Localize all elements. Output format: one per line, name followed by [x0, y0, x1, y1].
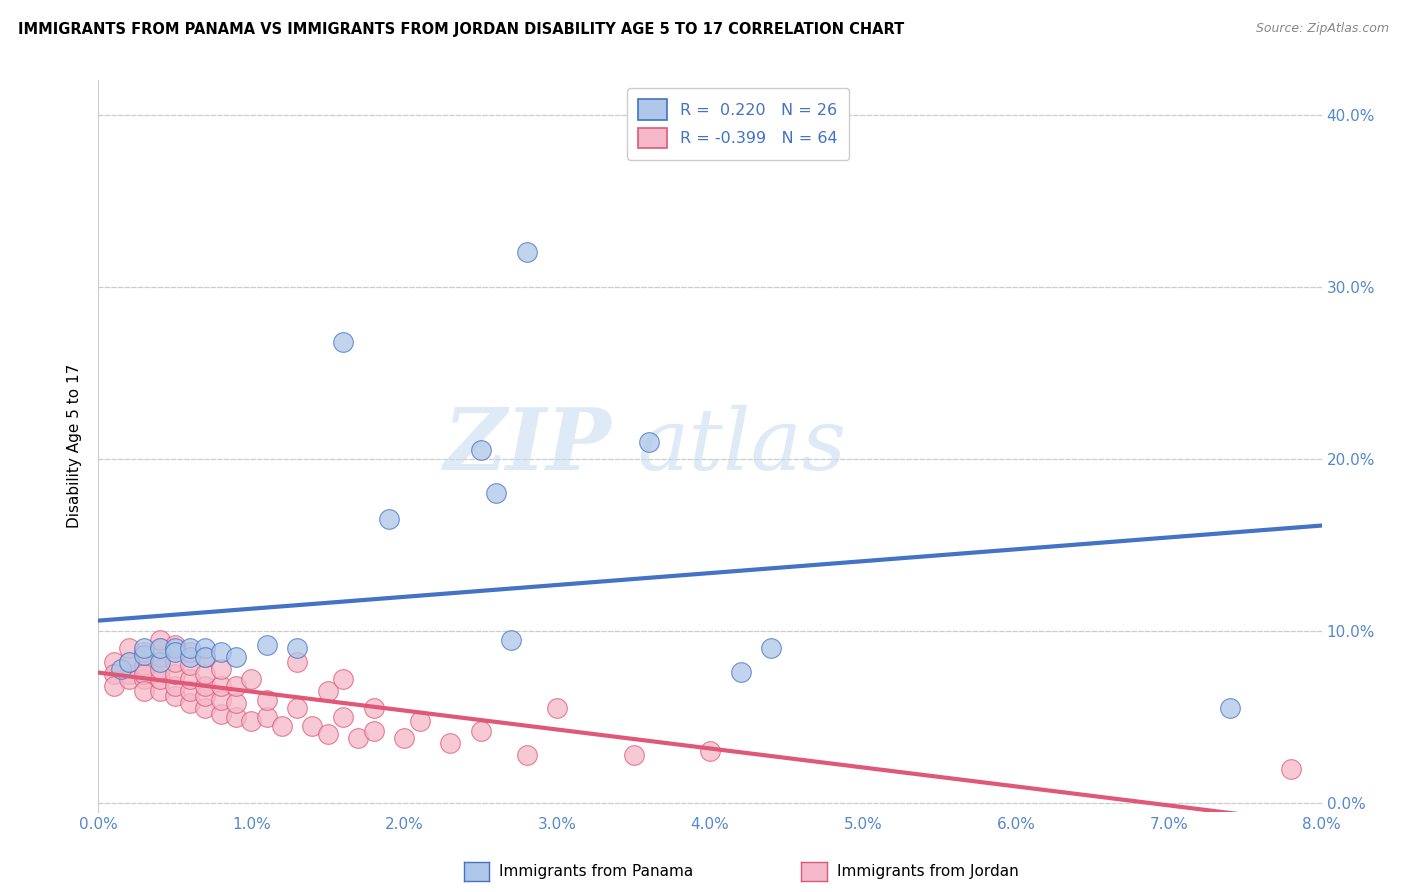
Point: [110, 662, 132, 676]
Point: [316, 727, 339, 741]
Point: [256, 693, 278, 707]
Point: [1219, 701, 1241, 715]
Point: [516, 747, 538, 762]
Y-axis label: Disability Age 5 to 17: Disability Age 5 to 17: [67, 364, 83, 528]
Point: [134, 684, 156, 698]
Point: [134, 658, 156, 673]
Point: [149, 672, 172, 686]
Point: [699, 744, 721, 758]
Point: [363, 701, 385, 715]
Point: [194, 649, 217, 664]
Point: [546, 701, 568, 715]
Point: [149, 641, 172, 656]
Text: atlas: atlas: [637, 405, 846, 487]
Point: [256, 638, 278, 652]
Point: [209, 662, 232, 676]
Point: [332, 710, 354, 724]
Point: [363, 723, 385, 738]
Point: [194, 701, 217, 715]
Point: [623, 747, 645, 762]
Text: Immigrants from Jordan: Immigrants from Jordan: [837, 864, 1018, 879]
Point: [149, 632, 172, 647]
Point: [301, 719, 323, 733]
Point: [163, 638, 186, 652]
Point: [179, 641, 201, 656]
Point: [118, 667, 141, 681]
Point: [118, 641, 141, 656]
Point: [316, 684, 339, 698]
Point: [270, 719, 294, 733]
Point: [149, 641, 172, 656]
Point: [730, 665, 752, 680]
Point: [332, 334, 354, 349]
Point: [209, 679, 232, 693]
Point: [408, 714, 430, 728]
Point: [149, 662, 172, 676]
Point: [285, 641, 308, 656]
Text: ZIP: ZIP: [444, 404, 612, 488]
Point: [194, 649, 217, 664]
Point: [134, 667, 156, 681]
Point: [179, 645, 201, 659]
Point: [118, 655, 141, 669]
Point: [163, 667, 186, 681]
Point: [194, 667, 217, 681]
Point: [209, 706, 232, 721]
Point: [240, 672, 263, 686]
Legend: R =  0.220   N = 26, R = -0.399   N = 64: R = 0.220 N = 26, R = -0.399 N = 64: [627, 88, 849, 160]
Point: [118, 655, 141, 669]
Point: [225, 679, 247, 693]
Point: [179, 684, 201, 698]
Point: [637, 434, 661, 449]
Point: [163, 641, 186, 656]
Point: [332, 672, 354, 686]
Point: [149, 684, 172, 698]
Point: [470, 723, 492, 738]
Point: [439, 736, 461, 750]
Point: [392, 731, 416, 745]
Point: [516, 245, 538, 260]
Point: [225, 696, 247, 710]
Point: [285, 701, 308, 715]
Text: Source: ZipAtlas.com: Source: ZipAtlas.com: [1256, 22, 1389, 36]
Point: [118, 672, 141, 686]
Point: [163, 679, 186, 693]
Point: [759, 641, 782, 656]
Text: Immigrants from Panama: Immigrants from Panama: [499, 864, 693, 879]
Text: IMMIGRANTS FROM PANAMA VS IMMIGRANTS FROM JORDAN DISABILITY AGE 5 TO 17 CORRELAT: IMMIGRANTS FROM PANAMA VS IMMIGRANTS FRO…: [18, 22, 904, 37]
Point: [163, 645, 186, 659]
Point: [163, 655, 186, 669]
Point: [256, 710, 278, 724]
Point: [194, 679, 217, 693]
Point: [103, 667, 125, 681]
Point: [103, 655, 125, 669]
Point: [485, 486, 508, 500]
Point: [194, 641, 217, 656]
Point: [225, 710, 247, 724]
Point: [194, 690, 217, 704]
Point: [134, 648, 156, 662]
Point: [103, 679, 125, 693]
Point: [134, 641, 156, 656]
Point: [149, 655, 172, 669]
Point: [134, 672, 156, 686]
Point: [179, 696, 201, 710]
Point: [179, 658, 201, 673]
Point: [179, 649, 201, 664]
Point: [209, 693, 232, 707]
Point: [347, 731, 370, 745]
Point: [179, 672, 201, 686]
Point: [501, 632, 523, 647]
Point: [240, 714, 263, 728]
Point: [1279, 762, 1302, 776]
Point: [209, 645, 232, 659]
Point: [470, 443, 492, 458]
Point: [285, 655, 308, 669]
Point: [163, 690, 186, 704]
Point: [225, 649, 247, 664]
Point: [378, 512, 401, 526]
Point: [134, 645, 156, 659]
Point: [149, 649, 172, 664]
